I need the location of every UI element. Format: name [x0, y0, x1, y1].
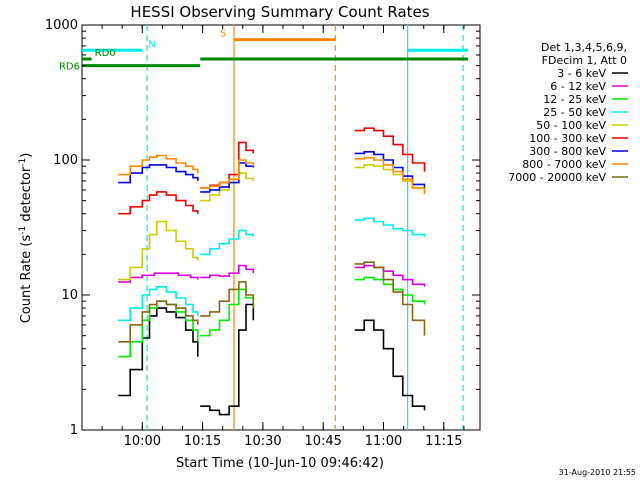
legend-header-line-2: FDecim 1, Att 0: [542, 54, 627, 67]
series-line: [200, 141, 255, 189]
legend-label: 50 - 100 keV: [536, 119, 606, 132]
x-tick-label: 11:00: [365, 434, 402, 449]
series-line: [118, 300, 199, 343]
annotation-bar-label: S: [220, 29, 226, 40]
x-tick-label: 11:15: [425, 434, 462, 449]
y-axis-label-sup: -1: [18, 226, 28, 235]
series-line: [118, 272, 199, 283]
y-tick-label: 1: [70, 423, 78, 438]
series-line: [118, 286, 199, 322]
plot-frame: [81, 24, 481, 431]
series-layer: [118, 127, 426, 416]
series-line: [118, 164, 199, 184]
series-3: [118, 217, 426, 322]
legend-label: 300 - 800 keV: [529, 145, 606, 158]
legend-label: 6 - 12 keV: [550, 80, 606, 93]
series-line: [354, 156, 426, 194]
series-line: [354, 264, 426, 287]
annotation-layer: N S RD0 RD6: [59, 25, 468, 430]
legend: Det 1,3,4,5,6,9, FDecim 1, Att 0 3 - 6 k…: [508, 41, 628, 184]
series-line: [118, 154, 199, 176]
legend-label: 3 - 6 keV: [557, 67, 606, 80]
tick-layer: 1 10 100 1000 10:00 10:15 10:30 10:45 11:00 11:15: [45, 18, 480, 449]
annotation-bar-label: N: [148, 39, 155, 50]
series-8: [118, 261, 426, 343]
y-axis-label-end: ): [19, 153, 34, 158]
series-line: [200, 281, 255, 317]
chart-title: HESSI Observing Summary Count Rates: [130, 3, 429, 21]
series-line: [118, 191, 199, 215]
series-5: [118, 127, 426, 215]
series-line: [200, 159, 255, 189]
series-line: [200, 303, 255, 416]
series-line: [354, 217, 426, 237]
series-line: [354, 319, 426, 411]
y-axis-label-sup2: -1: [18, 158, 28, 167]
series-line: [200, 264, 255, 279]
series-line: [118, 220, 199, 281]
x-axis-label: Start Time (10-Jun-10 09:46:42): [176, 456, 384, 471]
legend-label: 12 - 25 keV: [543, 93, 606, 106]
legend-label: 100 - 300 keV: [529, 132, 606, 145]
series-line: [354, 127, 426, 172]
annotation-bar-label: RD6: [59, 62, 80, 73]
footer-date: 31-Aug-2010 21:55: [559, 468, 636, 477]
x-tick-label: 10:00: [124, 434, 161, 449]
series-line: [200, 229, 255, 256]
y-axis-label-main: Count Rate (s: [19, 235, 34, 324]
series-line: [200, 288, 255, 337]
y-axis-label-mid: detector: [19, 166, 34, 226]
x-tick-label: 10:15: [184, 434, 221, 449]
series-line: [354, 261, 426, 336]
x-tick-label: 10:30: [244, 434, 281, 449]
series-7: [118, 154, 426, 194]
y-tick-label: 100: [53, 153, 78, 168]
legend-label: 25 - 50 keV: [543, 106, 606, 119]
y-tick-label: 10: [61, 288, 78, 303]
legend-label: 800 - 7000 keV: [522, 158, 606, 171]
legend-header-line-1: Det 1,3,4,5,6,9,: [541, 41, 627, 54]
legend-label: 7000 - 20000 keV: [508, 171, 606, 184]
x-tick-label: 10:45: [304, 434, 341, 449]
series-1: [118, 264, 426, 287]
y-axis-label: Count Rate (s-1 detector-1): [18, 153, 34, 324]
annotation-bar-label: RD0: [95, 48, 116, 59]
y-tick-label: 1000: [45, 18, 78, 33]
